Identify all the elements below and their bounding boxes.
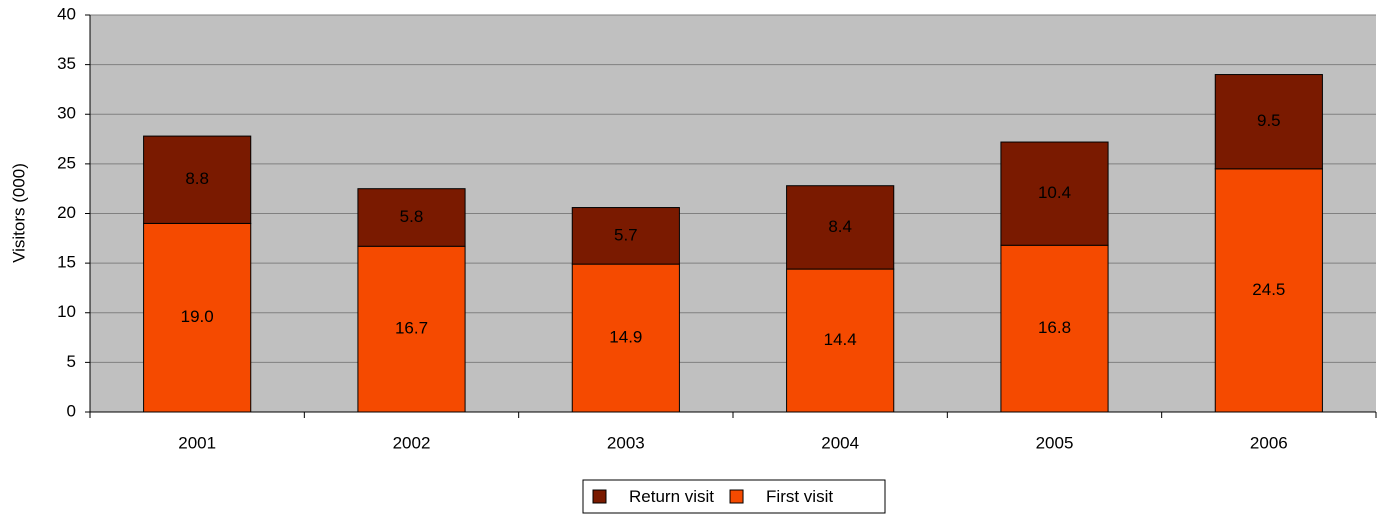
bar-segment bbox=[1000, 141, 1109, 246]
data-label: 16.7 bbox=[395, 319, 428, 338]
y-tick-label: 0 bbox=[67, 401, 76, 420]
y-tick-label: 15 bbox=[57, 253, 76, 272]
y-tick-label: 25 bbox=[57, 153, 76, 172]
bar-segment bbox=[143, 135, 252, 224]
y-tick-label: 5 bbox=[67, 352, 76, 371]
data-label: 16.8 bbox=[1038, 318, 1071, 337]
legend-label: First visit bbox=[766, 487, 833, 506]
x-tick-label: 2003 bbox=[607, 433, 645, 452]
bar-segment bbox=[357, 245, 466, 413]
x-tick-label: 2002 bbox=[393, 433, 431, 452]
data-label: 10.4 bbox=[1038, 183, 1071, 202]
data-label: 14.4 bbox=[824, 330, 857, 349]
x-tick-label: 2004 bbox=[821, 433, 859, 452]
y-tick-label: 40 bbox=[57, 4, 76, 23]
legend-swatch bbox=[729, 489, 744, 504]
data-label: 19.0 bbox=[181, 307, 214, 326]
data-label: 9.5 bbox=[1257, 111, 1281, 130]
x-tick-label: 2005 bbox=[1036, 433, 1074, 452]
data-label: 8.4 bbox=[828, 217, 852, 236]
bar-segment bbox=[1214, 168, 1323, 413]
y-tick-label: 35 bbox=[57, 54, 76, 73]
data-label: 8.8 bbox=[185, 169, 209, 188]
data-label: 5.7 bbox=[614, 225, 638, 244]
bar-segment bbox=[357, 188, 466, 247]
data-label: 5.8 bbox=[400, 207, 424, 226]
bar-segment bbox=[143, 222, 252, 413]
bar-segment bbox=[571, 263, 680, 413]
data-label: 24.5 bbox=[1252, 280, 1285, 299]
legend-label: Return visit bbox=[629, 487, 714, 506]
y-tick-label: 20 bbox=[57, 203, 76, 222]
bar-segment bbox=[786, 185, 895, 270]
data-label: 14.9 bbox=[609, 328, 642, 347]
bar-segment bbox=[571, 207, 680, 265]
y-tick-label: 10 bbox=[57, 302, 76, 321]
x-tick-label: 2001 bbox=[178, 433, 216, 452]
x-tick-label: 2006 bbox=[1250, 433, 1288, 452]
legend-swatch bbox=[592, 489, 607, 504]
y-axis-label: Visitors (000) bbox=[9, 163, 28, 263]
y-tick-label: 30 bbox=[57, 104, 76, 123]
bar-segment bbox=[1000, 244, 1109, 413]
bar-segment bbox=[1214, 74, 1323, 170]
bar-segment bbox=[786, 268, 895, 413]
